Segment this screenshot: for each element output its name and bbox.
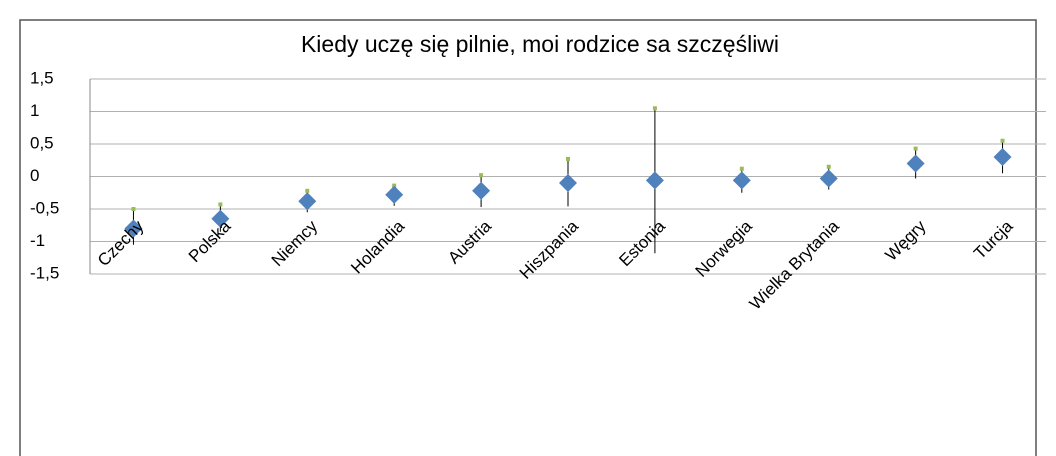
high-marker: [479, 173, 484, 178]
y-tick-label: -0,5: [30, 198, 59, 217]
y-tick-label: -1,5: [30, 263, 59, 282]
high-marker: [913, 146, 918, 151]
high-marker: [218, 202, 223, 207]
mean-marker: [645, 171, 664, 190]
y-tick-label: 1,5: [30, 68, 54, 87]
y-tick-label: 0,5: [30, 133, 54, 152]
y-tick-label: 1: [30, 101, 39, 120]
high-marker: [652, 106, 657, 111]
high-marker: [739, 166, 744, 171]
y-tick-label: -1: [30, 231, 45, 250]
y-tick-label: 0: [30, 166, 39, 185]
high-marker: [305, 188, 310, 193]
chart-title: Kiedy uczę się pilnie, moi rodzice sa sz…: [301, 31, 779, 57]
mean-marker: [819, 169, 838, 188]
mean-marker: [559, 174, 577, 192]
high-marker: [566, 156, 570, 161]
mean-marker: [385, 185, 404, 204]
mean-marker: [124, 219, 143, 238]
chart-frame: [19, 19, 1037, 456]
mean-marker: [732, 171, 751, 190]
high-marker: [1000, 138, 1005, 143]
mean-marker: [211, 209, 230, 228]
mean-marker: [906, 154, 925, 173]
high-marker: [826, 164, 831, 169]
mean-marker: [298, 192, 317, 211]
mean-marker: [993, 148, 1012, 166]
high-marker: [131, 207, 136, 211]
high-marker: [392, 183, 397, 188]
mean-marker: [472, 181, 491, 200]
